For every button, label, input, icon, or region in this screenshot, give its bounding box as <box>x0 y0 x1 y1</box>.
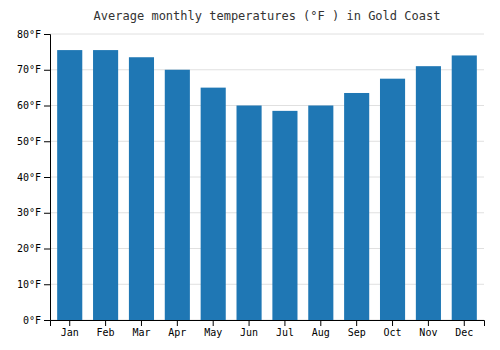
tick-label: 70°F <box>17 64 41 75</box>
tick-mark <box>284 320 285 326</box>
tick: 60°F <box>17 100 50 111</box>
tick-mark <box>44 70 50 71</box>
tick: 20°F <box>17 243 50 254</box>
tick: Oct <box>384 320 402 338</box>
bar <box>452 55 477 320</box>
tick-mark <box>105 320 106 326</box>
tick-mark <box>44 34 50 35</box>
chart: 0°F 10°F 20°F 30°F 40°F 50°F 60°F 70°F 80°F Jan Fe… <box>0 0 500 350</box>
tick: Mar <box>132 320 150 338</box>
tick-mark <box>428 320 429 326</box>
tick-label: 20°F <box>17 243 41 254</box>
tick-label: Sep <box>348 327 366 338</box>
bar <box>344 93 369 320</box>
tick-label: Dec <box>455 327 473 338</box>
tick: 30°F <box>17 207 50 218</box>
tick: Jun <box>240 320 258 338</box>
tick: 10°F <box>17 279 50 290</box>
tick: Dec <box>455 320 473 338</box>
tick-mark <box>177 320 178 326</box>
tick-mark <box>44 177 50 178</box>
tick-mark <box>249 320 250 326</box>
tick: Feb <box>97 320 115 338</box>
bar <box>416 66 441 320</box>
tick: Jul <box>276 320 294 338</box>
tick: 40°F <box>17 172 50 183</box>
tick-mark <box>141 320 142 326</box>
tick-label: Nov <box>419 327 437 338</box>
tick-mark <box>44 284 50 285</box>
bar <box>165 70 190 320</box>
tick: Nov <box>419 320 437 338</box>
tick-mark <box>356 320 357 326</box>
x-axis: Jan Feb Mar Apr May Jun Jul Aug Sep Oct Nov Dec <box>51 320 485 338</box>
title: Average monthly temperatures (°F ) in Go… <box>94 9 441 23</box>
grid-line <box>50 34 484 35</box>
tick-label: 50°F <box>17 136 41 147</box>
axis-line <box>51 321 485 327</box>
tick-label: 40°F <box>17 172 41 183</box>
tick-label: Oct <box>384 327 402 338</box>
tick-label: Mar <box>132 327 150 338</box>
tick-label: Aug <box>312 327 330 338</box>
bar <box>129 57 154 320</box>
bar <box>272 111 297 320</box>
bar <box>380 79 405 320</box>
tick-label: 30°F <box>17 207 41 218</box>
tick-label: Feb <box>97 327 115 338</box>
bar <box>93 50 118 320</box>
tick-mark <box>320 320 321 326</box>
tick: 50°F <box>17 136 50 147</box>
tick-label: Jul <box>276 327 294 338</box>
tick-label: 80°F <box>17 29 41 40</box>
tick-label: Jan <box>61 327 79 338</box>
tick-mark <box>213 320 214 326</box>
tick: Sep <box>348 320 366 338</box>
tick: Jan <box>61 320 79 338</box>
tick-mark <box>464 320 465 326</box>
tick-label: 60°F <box>17 100 41 111</box>
bar <box>237 106 262 321</box>
tick: 80°F <box>17 29 50 40</box>
tick-label: Apr <box>168 327 186 338</box>
grid <box>50 34 484 320</box>
bar <box>201 88 226 320</box>
tick-mark <box>44 213 50 214</box>
plot-area: 0°F 10°F 20°F 30°F 40°F 50°F 60°F 70°F 80°F Jan Fe… <box>17 29 485 338</box>
tick-mark <box>44 106 50 107</box>
bar <box>57 50 82 320</box>
tick-label: May <box>204 327 222 338</box>
tick-label: Jun <box>240 327 258 338</box>
tick-mark <box>44 249 50 250</box>
tick: Apr <box>168 320 186 338</box>
tick: 70°F <box>17 64 50 75</box>
tick-mark <box>44 141 50 142</box>
tick-mark <box>392 320 393 326</box>
tick-mark <box>44 320 50 321</box>
bar <box>308 106 333 321</box>
tick: 0°F <box>23 315 50 326</box>
bars <box>57 50 477 320</box>
axis-line <box>44 35 51 321</box>
tick-mark <box>69 320 70 326</box>
tick-label: 0°F <box>23 315 41 326</box>
y-axis: 0°F 10°F 20°F 30°F 40°F 50°F 60°F 70°F 80°F <box>17 29 51 326</box>
tick: May <box>204 320 222 338</box>
tick: Aug <box>312 320 330 338</box>
tick-label: 10°F <box>17 279 41 290</box>
